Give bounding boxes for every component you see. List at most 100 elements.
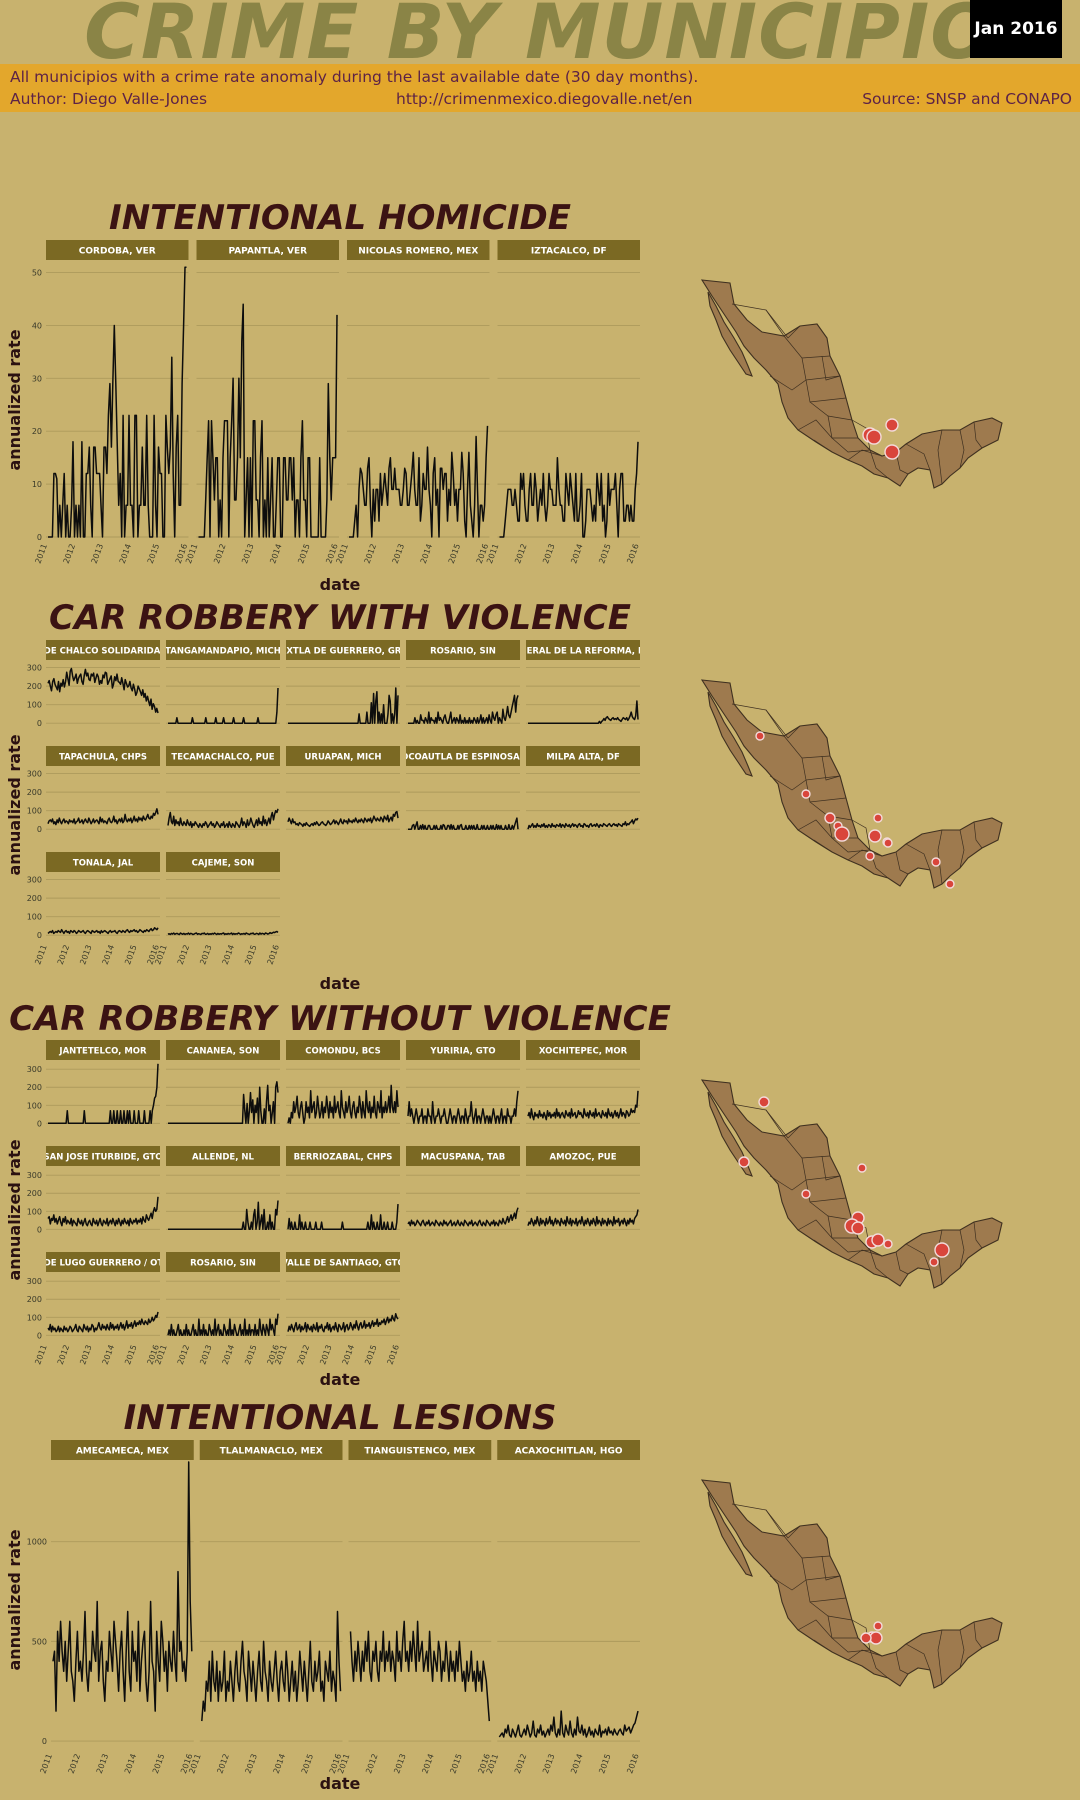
state-border — [895, 451, 909, 475]
state-border — [959, 1229, 965, 1269]
x-tick-label: 2014 — [420, 1753, 435, 1775]
municipio-bubble — [873, 813, 883, 823]
chart-intentional-lesions: INTENTIONAL LESIONS AMECAMECA, MEX 0 500 100… — [5, 1398, 641, 1793]
panel-label: OCOZOCOAUTLA DE ESPINOSA, CHPS — [374, 753, 552, 763]
panel-strip — [526, 746, 640, 766]
panel-label: PAPANTLA, VER — [228, 247, 307, 257]
municipio-bubble — [851, 1221, 865, 1235]
x-tick-label: 2015 — [123, 1344, 138, 1366]
panel-label: ROSARIO, SIN — [190, 1259, 256, 1269]
x-tick-label: 2014 — [569, 543, 584, 565]
panel-strip — [286, 1040, 400, 1060]
x-tick-label: 2014 — [221, 944, 236, 966]
panel-strip — [497, 1440, 640, 1460]
x-tick-label: 2014 — [419, 543, 434, 565]
panel-label: JANTETELCO, MOR — [58, 1047, 147, 1057]
state-border — [813, 839, 833, 853]
y-tick-label: 0 — [37, 1225, 42, 1234]
x-tick-label: 2014 — [123, 1753, 138, 1775]
x-tick-label: 2015 — [363, 1344, 378, 1366]
state-border — [895, 851, 909, 875]
panel-san-jose-iturbide-gto: SAN JOSE ITURBIDE, GTO 0 100 200 300 — [27, 1146, 160, 1234]
panel-strip — [46, 746, 160, 766]
state-border — [731, 1503, 785, 1537]
panel-uruapan-mich: URUAPAN, MICH — [286, 746, 400, 830]
state-border — [869, 1649, 889, 1679]
panel-amecameca-mex: AMECAMECA, MEX 0 500 1000 2011 2012 2013 2014 20… — [27, 1440, 194, 1775]
state-border — [797, 1219, 833, 1239]
x-tick-label: 2012 — [513, 1753, 528, 1775]
series-line — [167, 930, 279, 936]
y-tick-label: 0 — [37, 825, 42, 834]
series-line — [287, 1204, 399, 1231]
panel-label: ALLENDE, NL — [192, 1153, 254, 1163]
state-border — [797, 819, 833, 839]
x-tick-label: 2014 — [569, 1753, 584, 1775]
y-tick-label: 200 — [27, 788, 42, 797]
x-tick-label: 2012 — [62, 543, 77, 565]
panel-comondu-bcs: COMONDU, BCS — [286, 1040, 400, 1125]
municipio-bubble — [866, 429, 882, 445]
panel-strip — [166, 640, 280, 660]
panel-strip — [166, 1252, 280, 1272]
panel-label: COMONDU, BCS — [305, 1047, 380, 1057]
state-border — [765, 309, 801, 339]
x-tick-label: 2013 — [198, 944, 213, 966]
state-border — [959, 429, 965, 469]
x-tick-label: 2012 — [296, 1344, 311, 1366]
panel-label: VALLE DE SANTIAGO, GTO — [281, 1259, 404, 1269]
series-line — [47, 927, 159, 935]
series-line — [408, 817, 519, 830]
y-tick-label: 300 — [27, 1277, 42, 1286]
y-tick-label: 0 — [37, 931, 42, 940]
panel-rosario-sin: ROSARIO, SIN — [406, 640, 520, 724]
series-line — [198, 303, 338, 538]
municipio-bubble — [860, 1632, 872, 1644]
municipio-bubble — [931, 857, 941, 867]
panel-label: VALLE DE CHALCO SOLIDARIDAD, MEX — [12, 647, 195, 657]
x-tick-label: 2012 — [176, 944, 191, 966]
x-tick-label: 2013 — [391, 543, 406, 565]
state-border — [937, 829, 943, 885]
y-tick-label: 200 — [27, 1083, 42, 1092]
state-border — [847, 449, 883, 461]
panel-strip — [497, 240, 640, 260]
series-line — [47, 1311, 159, 1333]
y-tick-label: 0 — [37, 719, 42, 728]
state-border — [905, 1643, 931, 1671]
state-border — [769, 375, 807, 391]
state-border — [905, 443, 931, 471]
series-line — [168, 1081, 279, 1125]
y-axis-title: annualized rate — [5, 1139, 24, 1280]
state-border — [831, 1237, 871, 1253]
series-line — [47, 808, 159, 826]
panel-strip — [347, 240, 490, 260]
chart-intentional-homicide: INTENTIONAL HOMICIDE CORDOBA, VER 0 10 20 30 4… — [5, 198, 641, 594]
panel-berriozabal-chps: BERRIOZABAL, CHPS — [286, 1146, 400, 1231]
series-line — [168, 687, 279, 724]
x-tick-label: 2015 — [123, 944, 138, 966]
x-tick-label: 2012 — [364, 1753, 379, 1775]
x-tick-label: 2015 — [597, 1753, 612, 1775]
state-border — [847, 1249, 883, 1261]
panel-label: MACUSPANA, TAB — [421, 1153, 506, 1163]
y-tick-label: 300 — [27, 1065, 42, 1074]
state-border — [895, 1251, 909, 1275]
x-tick-label: 2013 — [244, 1753, 259, 1775]
y-tick-label: 300 — [27, 1171, 42, 1180]
state-border — [831, 1637, 871, 1653]
banner-url[interactable]: http://crimenmexico.diegovalle.net/en — [396, 90, 693, 108]
series-line — [528, 700, 639, 724]
state-border — [769, 1575, 807, 1591]
panel-strip — [46, 240, 189, 260]
y-tick-label: 100 — [27, 1313, 42, 1322]
series-line — [499, 441, 639, 538]
x-axis-title: date — [320, 1774, 361, 1793]
series-line — [167, 1313, 279, 1337]
series-line — [287, 810, 399, 828]
x-tick-label: 2012 — [212, 543, 227, 565]
info-banner: All municipios with a crime rate anomaly… — [0, 64, 1080, 112]
